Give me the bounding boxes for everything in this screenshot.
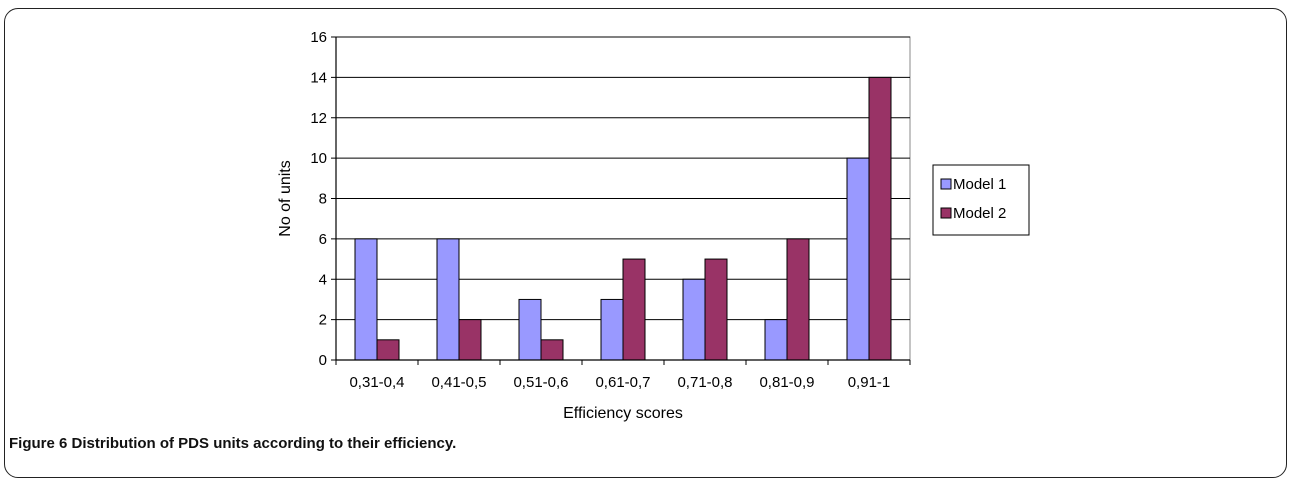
y-tick-label: 6 <box>319 231 327 248</box>
bar-2-7 <box>868 76 892 361</box>
y-tick-label: 0 <box>319 352 327 369</box>
x-tick-label: 0,71-0,8 <box>677 374 732 391</box>
x-tick-label: 0,61-0,7 <box>595 374 650 391</box>
bar-1-1 <box>354 238 378 361</box>
bar-1-2 <box>436 238 460 361</box>
bar-1-5 <box>682 278 706 361</box>
legend-swatch <box>940 207 952 219</box>
y-tick-label: 14 <box>310 69 327 86</box>
bar-2-2 <box>458 319 482 361</box>
x-tick-label: 0,31-0,4 <box>349 374 404 391</box>
y-tick-label: 2 <box>319 312 327 329</box>
bar-2-1 <box>376 339 400 361</box>
y-tick-label: 4 <box>319 271 327 288</box>
legend: Model 1 Model 2 <box>932 164 1030 236</box>
figure-frame <box>4 8 1287 478</box>
caption-label: Figure 6 <box>9 435 68 452</box>
y-tick-label: 16 <box>310 29 327 46</box>
x-axis-label: Efficiency scores <box>563 405 683 422</box>
y-tick-label: 12 <box>310 110 327 127</box>
figure-caption: Figure 6 Distribution of PDS units accor… <box>9 435 456 452</box>
bar-1-4 <box>600 298 624 361</box>
legend-label: Model 1 <box>953 176 1006 193</box>
x-tick-label: 0,41-0,5 <box>431 374 486 391</box>
axes: 0 2 4 6 8 10 12 14 16 0,31-0,4 0,41-0,5 0,51-0,6 0,6… <box>310 29 911 391</box>
y-axis-label: No of units <box>277 160 294 236</box>
bar-2-5 <box>704 258 728 361</box>
bar-chart: 0 2 4 6 8 10 12 14 16 0,31-0,4 0,41-0,5 0,51-0,6 0,6… <box>277 29 1030 422</box>
legend-label: Model 2 <box>953 205 1006 222</box>
bar-1-3 <box>518 298 542 361</box>
legend-swatch <box>940 178 952 190</box>
bar-1-7 <box>846 157 870 361</box>
x-tick-label: 0,91-1 <box>848 374 891 391</box>
legend-box <box>932 164 1030 236</box>
bar-1-6 <box>764 319 788 361</box>
bar-2-6 <box>786 238 810 361</box>
y-tick-label: 10 <box>310 150 327 167</box>
y-tick-label: 8 <box>319 191 327 208</box>
bars <box>354 76 892 361</box>
x-tick-label: 0,81-0,9 <box>759 374 814 391</box>
caption-text: Distribution of PDS units according to t… <box>71 435 457 452</box>
x-tick-label: 0,51-0,6 <box>513 374 568 391</box>
bar-2-3 <box>540 339 564 361</box>
bar-2-4 <box>622 258 646 361</box>
